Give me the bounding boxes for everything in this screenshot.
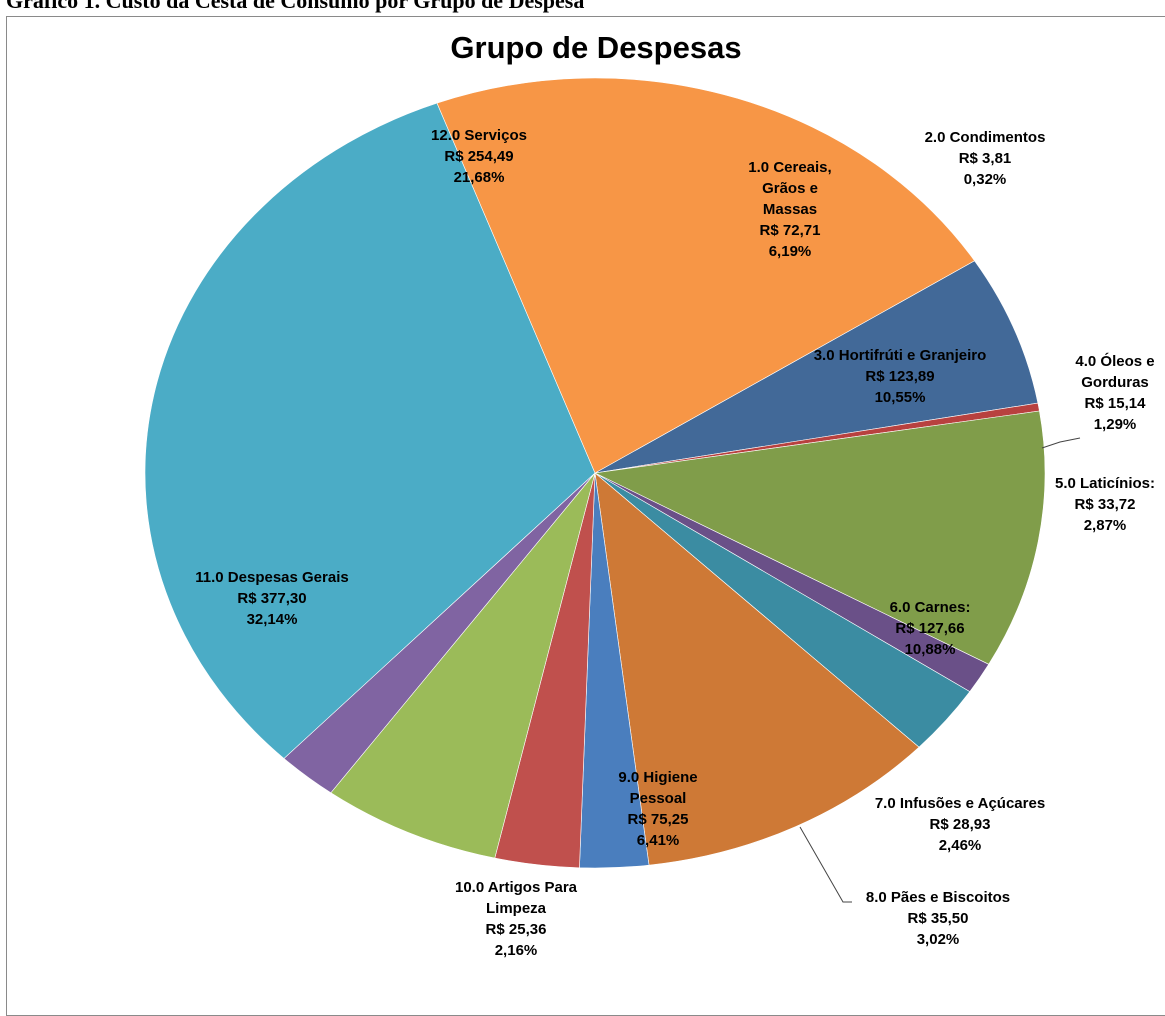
slice-label-12: 12.0 Serviços R$ 254,49 21,68% (431, 127, 527, 186)
slice-labels: 1.0 Cereais, Grãos e Massas R$ 72,71 6,19% 2.… (195, 127, 1155, 959)
leader-line-4 (1041, 437, 1081, 449)
slice-label-3: 3.0 Hortifrúti e Granjeiro R$ 123,89 10,55… (814, 347, 987, 406)
slice-label-9: 9.0 Higiene Pessoal R$ 75,25 6,41% (618, 769, 697, 849)
slice-label-4: 4.0 Óleos e Gorduras R$ 15,14 1,29% (1075, 352, 1154, 433)
slice-label-10: 10.0 Artigos Para Limpeza R$ 25,36 2,16% (455, 879, 578, 959)
chart-title: Grupo de Despesas (450, 30, 741, 65)
pie-slices (144, 77, 1046, 869)
pie-slice-3 (593, 410, 1046, 665)
pie-slice-11 (144, 102, 596, 759)
leader-line-8 (799, 826, 852, 903)
pie-slice-6 (594, 472, 920, 866)
leader-lines (799, 437, 1081, 903)
slice-label-7: 7.0 Infusões e Açúcares R$ 28,93 2,46% (875, 795, 1045, 854)
pie-slice-9 (330, 472, 596, 859)
pie-slice-1 (594, 260, 1039, 474)
slice-label-2: 2.0 Condimentos R$ 3,81 0,32% (925, 129, 1046, 188)
document-caption: Gráfico 1. Custo da Cesta de Consumo por… (6, 0, 585, 13)
slice-label-6: 6.0 Carnes: R$ 127,66 10,88% (890, 599, 971, 658)
pie-slice-12 (436, 77, 975, 474)
slice-label-11: 11.0 Despesas Gerais R$ 377,30 32,14% (195, 569, 348, 628)
slice-label-5: 5.0 Laticínios: R$ 33,72 2,87% (1055, 475, 1155, 534)
slice-label-1: 1.0 Cereais, Grãos e Massas R$ 72,71 6,19% (748, 159, 831, 260)
slice-label-8: 8.0 Pães e Biscoitos R$ 35,50 3,02% (866, 889, 1010, 948)
